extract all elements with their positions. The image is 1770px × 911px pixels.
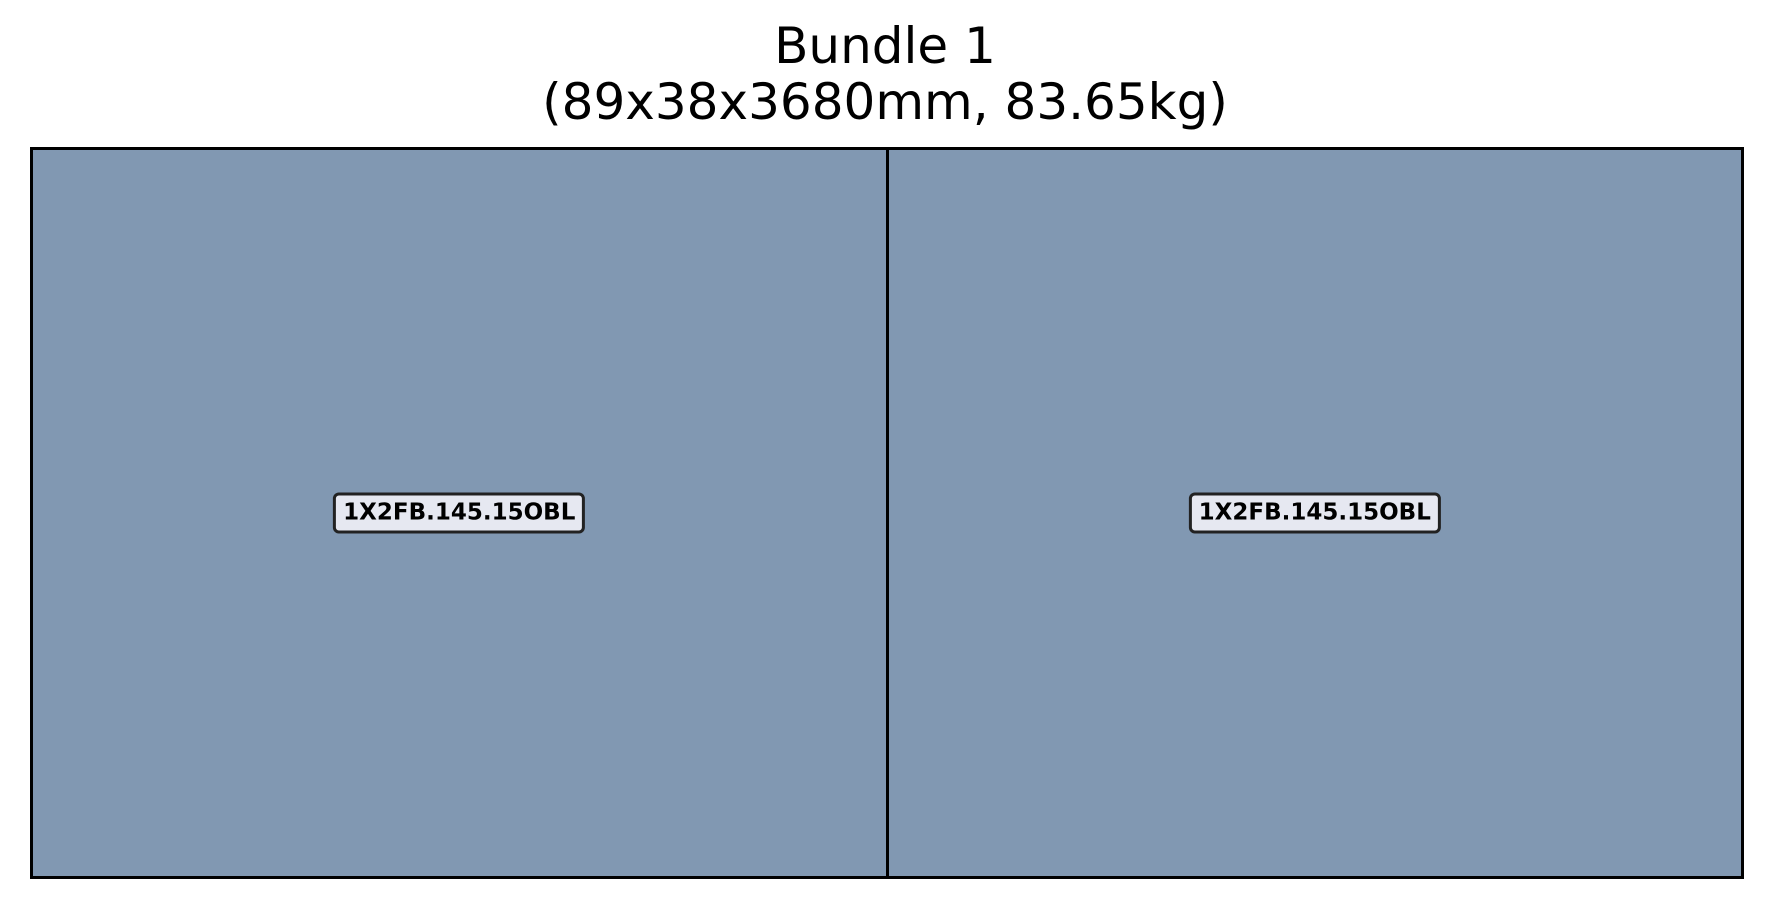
bundle-name: Bundle 1 bbox=[774, 17, 996, 75]
bundle-layout: 1X2FB.145.15OBL 1X2FB.145.15OBL bbox=[30, 147, 1744, 879]
piece-label: 1X2FB.145.15OBL bbox=[333, 492, 586, 534]
bundle-piece: 1X2FB.145.15OBL bbox=[33, 150, 886, 876]
diagram-title: Bundle 1 (89x38x3680mm, 83.65kg) bbox=[0, 18, 1770, 130]
piece-label: 1X2FB.145.15OBL bbox=[1188, 492, 1441, 534]
bundle-piece: 1X2FB.145.15OBL bbox=[885, 150, 1741, 876]
bundle-dimensions: (89x38x3680mm, 83.65kg) bbox=[542, 73, 1228, 131]
